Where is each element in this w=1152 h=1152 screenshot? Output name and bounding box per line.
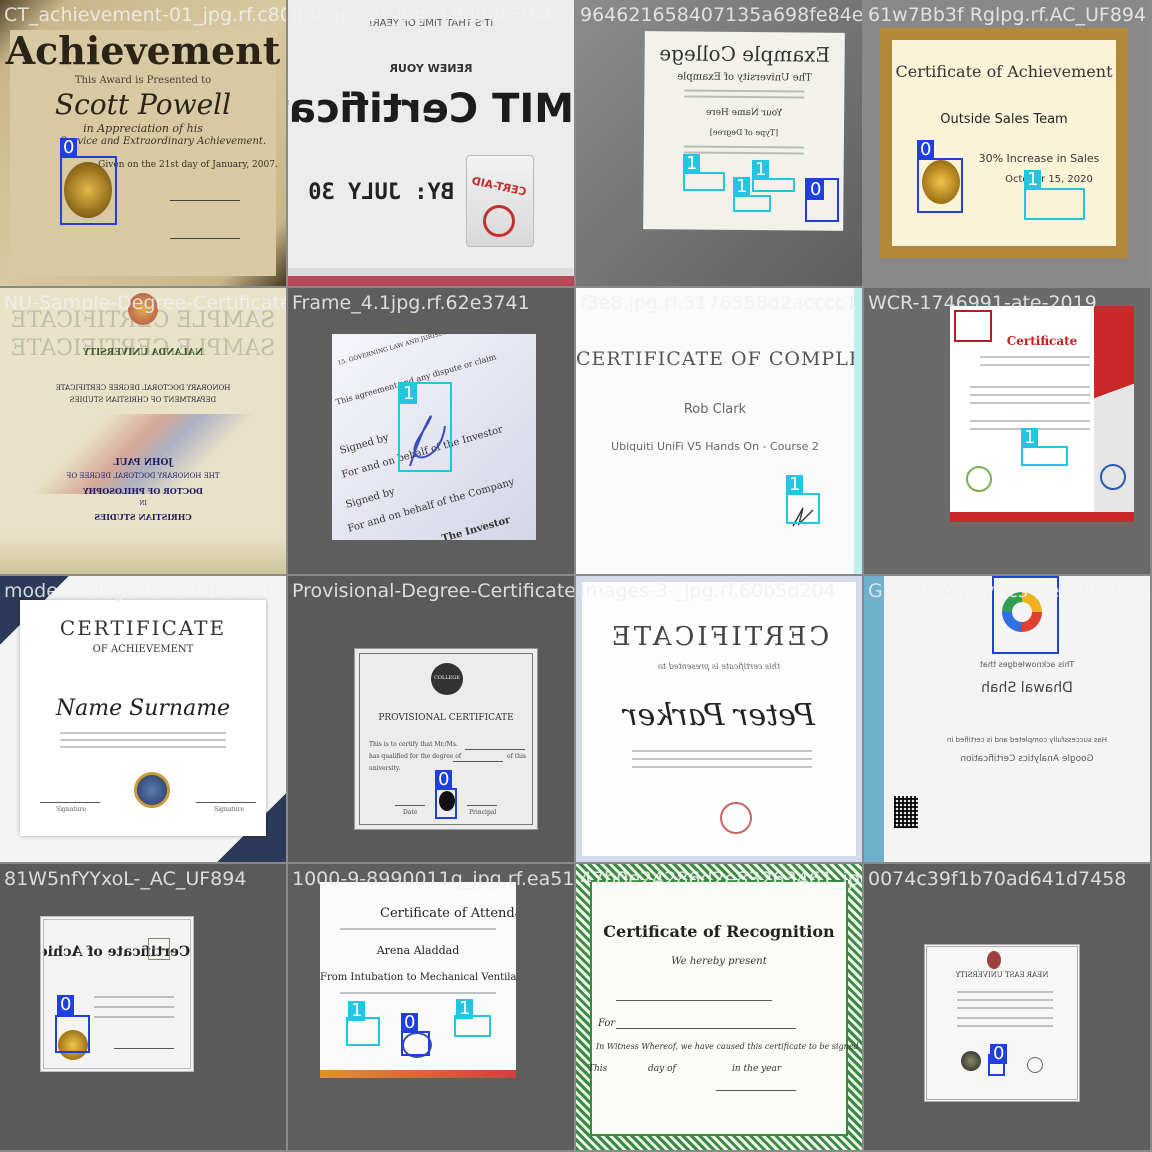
detection-box[interactable]: 1 [1024,170,1085,220]
certificate-image: Certificate [950,306,1134,522]
detection-box[interactable]: 1 [733,177,771,212]
detection-box[interactable]: 1 [454,999,491,1037]
signature-line [40,802,100,803]
college-emblem-icon [431,663,463,695]
certificate-image: CERTIFICATE OF COMPLETION Rob Clark Ubiq… [576,288,862,574]
tile-7[interactable]: CERTIFICATE OF COMPLETION Rob Clark Ubiq… [576,288,862,574]
certificate-image: CERTIFICATE this certificate is presente… [576,576,862,862]
ornament-icon [148,938,170,960]
logo-icon [1100,464,1126,490]
class-label: 0 [60,138,78,158]
certificate-image: SAMPLE CERTIFICATE SAMPLE CERTIFICATE NA… [0,288,286,574]
class-label: 0 [401,1013,419,1033]
detection-box[interactable]: 0 [988,1044,1008,1076]
detection-box[interactable]: 0 [992,576,1059,654]
qr-code-icon [894,796,918,828]
blue-seal-icon [402,1032,432,1058]
detection-box[interactable]: 0 [435,770,457,819]
team-name: Outside Sales Team [940,112,1068,127]
signature-line [170,180,240,201]
certificate-image: Certificate of Achievement [40,916,194,1072]
signature-line [170,220,240,239]
tile-4[interactable]: Certificate of Achievement Outside Sales… [864,0,1150,286]
headline: MIT Certificate [288,86,574,132]
certificate-heading: CERTIFICATE [608,622,830,652]
recognition-heading: Certificate of Recognition [603,922,835,941]
detection-box[interactable]: 1 [683,154,725,191]
signature-icon [792,507,814,527]
class-label: 1 [1021,428,1039,448]
recipient-name: Scott Powell [54,88,232,121]
tile-9[interactable]: CERTIFICATE OF ACHIEVEMENT Name Surname … [0,576,286,862]
detection-box[interactable]: 1 [346,1001,380,1046]
detection-box[interactable]: 1 [752,160,795,192]
detection-box[interactable]: 1 [1021,428,1068,466]
achievement-heading: Achievement [5,28,281,73]
emblem-icon [128,293,158,325]
logo-icon [966,466,992,492]
certificate-image: IT'S THAT TIME OF YEAR! RENEW YOUR MIT C… [288,0,574,286]
red-emblem-icon [483,205,515,237]
class-label: 0 [57,995,75,1015]
class-label: 1 [786,475,804,495]
stamp-icon [720,802,752,834]
recipient-name: Rob Clark [683,402,747,417]
signature-icon [409,415,446,467]
certificate-image: This acknowledges that Dhawal Shah Has s… [864,576,1150,862]
award-seal-icon [134,772,170,808]
gold-seal-icon [922,160,960,204]
stamp-icon [1027,1057,1043,1073]
tile-1[interactable]: Achievement This Award is Presented to S… [0,0,286,286]
certificate-image: NEAR EAST UNIVERSITY [924,944,1080,1102]
black-seal-icon [439,791,455,811]
contract-image: 15. GOVERNING LAW AND JURISDICTION This … [332,334,536,540]
detection-box[interactable]: 1 [398,382,452,472]
tile-8[interactable]: Certificate 1 WCR-1746991-ate-2019 [864,288,1150,574]
class-label: 1 [1024,170,1042,190]
certificate-image: Achievement This Award is Presented to S… [0,0,286,286]
tile-5[interactable]: SAMPLE CERTIFICATE SAMPLE CERTIFICATE NA… [0,288,286,574]
class-label: 1 [683,154,701,174]
detection-box[interactable]: 0 [805,178,839,222]
certificate-image: Certificate of Recognition We hereby pre… [576,864,862,1150]
detection-box[interactable]: 1 [786,475,820,524]
tile-3[interactable]: Example College The University of Exampl… [576,0,862,286]
gold-seal-icon [64,162,112,218]
tile-14[interactable]: Certificate of Attendance Arena Aladdad … [288,864,574,1150]
tile-11[interactable]: CERTIFICATE this certificate is presente… [576,576,862,862]
class-label: 0 [917,140,935,160]
certificate-heading: CERTIFICATE [59,616,227,640]
recipient-name: Name Surname [55,696,231,721]
class-label: 1 [733,177,751,197]
tile-6[interactable]: 15. GOVERNING LAW AND JURISDICTION This … [288,288,574,574]
detection-box[interactable]: 0 [917,140,963,213]
class-label: 0 [990,1044,1008,1064]
detection-box[interactable]: 0 [60,138,117,225]
gold-seal-icon [58,1030,88,1060]
tile-10[interactable]: COLLEGE PROVISIONAL CERTIFICATE This is … [288,576,574,862]
class-label: 1 [400,384,418,404]
recipient-name: Arena Aladdad [376,944,460,957]
recipient-name: Dhawal Shah [981,680,1073,696]
class-label: 0 [807,180,825,200]
tile-12[interactable]: This acknowledges that Dhawal Shah Has s… [864,576,1150,862]
class-label: 1 [456,999,474,1019]
class-label: 0 [435,770,453,790]
recipient-name: Peter Parker [623,698,815,733]
class-label: 1 [348,1001,366,1021]
signature-line [196,802,256,803]
seal-icon [961,1051,981,1071]
completion-heading: CERTIFICATE OF COMPLETION [576,348,854,370]
detection-box[interactable]: 0 [55,995,90,1053]
tile-15[interactable]: Certificate of Recognition We hereby pre… [576,864,862,1150]
tile-16[interactable]: NEAR EAST UNIVERSITY 0 0074c39f1b70ad641… [864,864,1150,1150]
certificate-image: CERTIFICATE OF ACHIEVEMENT Name Surname … [0,576,286,862]
detection-box[interactable]: 0 [401,1013,430,1056]
class-label: 1 [752,160,770,180]
tile-2[interactable]: IT'S THAT TIME OF YEAR! RENEW YOUR MIT C… [288,0,574,286]
certificate-image: COLLEGE PROVISIONAL CERTIFICATE This is … [354,648,538,830]
tile-13[interactable]: Certificate of Achievement 0 81W5nfYYxoL… [0,864,286,1150]
university-logo-icon [987,951,1001,969]
